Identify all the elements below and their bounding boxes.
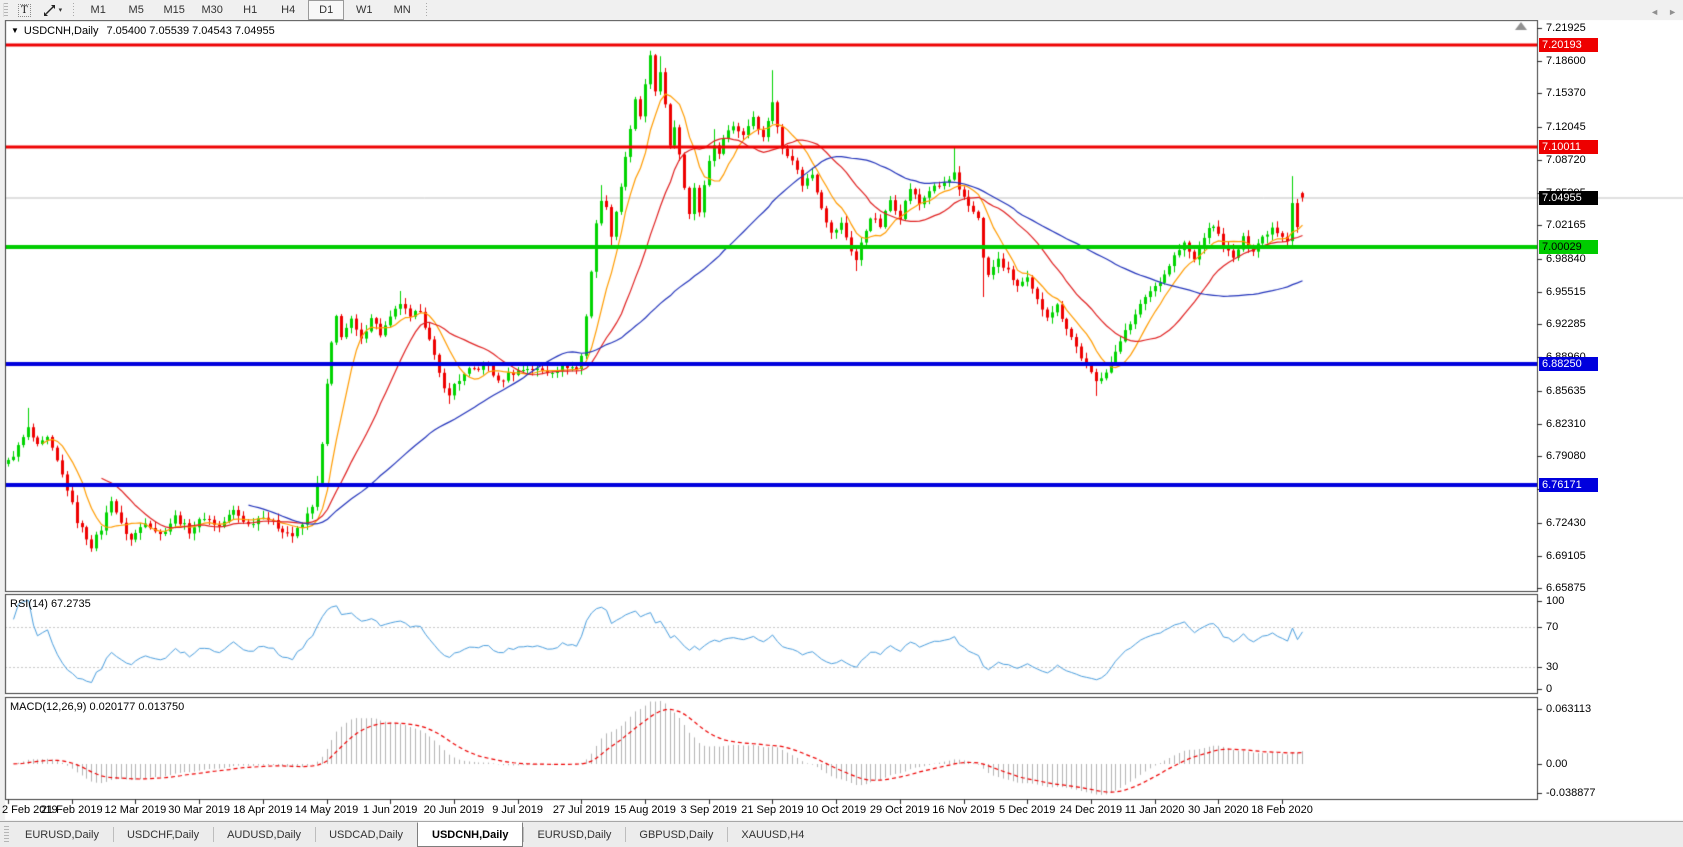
- price-badge-7.00029: 7.00029: [1539, 239, 1598, 254]
- price-badge-7.10011: 7.10011: [1539, 140, 1598, 155]
- tab-audusd-daily[interactable]: AUDUSD,Daily: [213, 822, 315, 847]
- timeframe-button-w1[interactable]: W1: [355, 4, 373, 16]
- date-label: 1 Jun 2019: [362, 804, 418, 816]
- macd-label: MACD(12,26,9) 0.020177 0.013750: [10, 701, 185, 713]
- price-tick-label: 7.21925: [1546, 22, 1586, 34]
- date-label: 15 Aug 2019: [614, 804, 676, 816]
- price-tick-label: 7.15370: [1546, 87, 1586, 100]
- tab-bar-grip: [4, 826, 9, 843]
- price-badge-7.04955: 7.04955: [1539, 190, 1598, 205]
- date-label: 30 Jan 2020: [1188, 804, 1249, 816]
- cursor-tool-button[interactable]: ▾: [37, 0, 69, 20]
- date-label: 3 Sep 2019: [680, 804, 737, 816]
- date-label: 14 May 2019: [294, 804, 359, 816]
- macd-tick-label: -0.038877: [1546, 787, 1596, 799]
- price-badge-6.88250: 6.88250: [1539, 357, 1598, 372]
- date-label: 21 Feb 2019: [40, 804, 103, 816]
- date-label: 11 Jan 2020: [1124, 804, 1185, 816]
- chart-tab-bar: EURUSD,Daily USDCHF,Daily AUDUSD,Daily USDC…: [0, 821, 1683, 847]
- rsi-label: RSI(14) 67.2735: [10, 598, 91, 610]
- chart-menu-arrow-icon[interactable]: ▼: [11, 26, 19, 35]
- price-tick-label: 7.12045: [1546, 120, 1586, 133]
- rsi-tick-label: 100: [1546, 595, 1565, 607]
- toolbar: T ▾ M1 M5 M15 M30 H1 H4 D1 W1 MN: [0, 0, 1683, 20]
- timeframe-button-m5[interactable]: M5: [128, 4, 144, 16]
- date-label: 29 Oct 2019: [869, 804, 930, 816]
- timeframe-button-mn[interactable]: MN: [393, 4, 411, 16]
- price-tick-label: 6.72430: [1546, 516, 1586, 529]
- timeframe-button-m30[interactable]: M30: [201, 4, 223, 16]
- date-label: 16 Nov 2019: [932, 804, 995, 816]
- tab-scroll-left-icon[interactable]: ◄: [1650, 7, 1660, 17]
- text-tool-icon: T: [18, 3, 31, 17]
- timeframe-button-m1[interactable]: M1: [90, 4, 106, 16]
- tab-items: EURUSD,Daily USDCHF,Daily AUDUSD,Daily USDC…: [11, 822, 818, 847]
- rsi-tick-label: 30: [1546, 661, 1559, 673]
- price-tick-label: 6.79080: [1546, 450, 1586, 463]
- rsi-tick-label: 0: [1546, 683, 1553, 695]
- date-label: 12 Mar 2019: [104, 804, 167, 816]
- toolbar-separator: [426, 3, 428, 17]
- date-label: 5 Dec 2019: [999, 804, 1056, 816]
- tab-eurusd-daily[interactable]: EURUSD,Daily: [523, 822, 625, 847]
- rsi-tick-label: 70: [1546, 621, 1559, 633]
- date-label: 20 Jun 2019: [423, 804, 485, 816]
- price-tick-label: 6.65875: [1546, 582, 1586, 594]
- date-label: 18 Apr 2019: [233, 804, 293, 816]
- price-tick-label: 7.02165: [1546, 219, 1586, 232]
- chart-ohlc-values: 7.05400 7.05539 7.04543 7.04955: [106, 25, 275, 37]
- tab-eurusd-daily[interactable]: EURUSD,Daily: [25, 828, 99, 841]
- tab-usdcad-daily[interactable]: USDCAD,Daily: [315, 822, 417, 847]
- macd-tick-label: 0.063113: [1546, 703, 1592, 716]
- price-tick-label: 6.69105: [1546, 549, 1586, 562]
- date-label: 24 Dec 2019: [1059, 804, 1123, 816]
- date-label: 30 Mar 2019: [168, 804, 230, 816]
- price-tick-label: 6.85635: [1546, 384, 1586, 397]
- price-tick-label: 7.08720: [1546, 153, 1586, 166]
- diagonal-arrows-icon: [43, 4, 55, 16]
- text-tool-button[interactable]: T: [12, 0, 37, 20]
- date-label: 2 Feb 2019: [2, 804, 58, 816]
- chart-symbol-title: USDCNH,Daily: [23, 25, 99, 37]
- tab-scroll-right-icon[interactable]: ►: [1668, 7, 1677, 17]
- tab-usdcnh-daily[interactable]: USDCNH,Daily: [417, 822, 524, 847]
- timeframe-group: M1 M5 M15 M30 H1 H4 D1 W1 MN: [79, 0, 421, 20]
- toolbar-grip: [3, 3, 8, 17]
- macd-tick-label: 0.00: [1546, 758, 1568, 770]
- price-tick-label: 6.95515: [1546, 285, 1586, 298]
- tab-gbpusd-daily[interactable]: GBPUSD,Daily: [625, 822, 727, 847]
- date-label: 9 Jul 2019: [492, 804, 543, 816]
- price-tick-label: 6.82310: [1546, 417, 1586, 430]
- timeframe-button-h4[interactable]: H4: [281, 4, 296, 16]
- toolbar-separator: [73, 3, 75, 17]
- price-tick-label: 6.92285: [1546, 318, 1586, 331]
- date-label: 27 Jul 2019: [552, 804, 610, 816]
- chevron-down-icon[interactable]: ▾: [58, 7, 63, 14]
- timeframe-button-d1[interactable]: D1: [308, 0, 345, 20]
- price-badge-7.20193: 7.20193: [1539, 38, 1598, 53]
- price-tick-label: 7.18600: [1546, 55, 1586, 68]
- date-label: 21 Sep 2019: [741, 804, 804, 816]
- price-tick-label: 6.98840: [1546, 252, 1586, 265]
- tab-usdchf-daily[interactable]: USDCHF,Daily: [112, 822, 213, 847]
- date-label: 18 Feb 2020: [1251, 804, 1313, 816]
- timeframe-button-m15[interactable]: M15: [163, 4, 185, 16]
- tab-scroller: ◄ ►: [1650, 7, 1677, 17]
- price-badge-6.76171: 6.76171: [1539, 478, 1598, 493]
- tab-xauusd-h4[interactable]: XAUUSD,H4: [727, 822, 818, 847]
- date-label: 10 Oct 2019: [806, 804, 867, 816]
- chart-title-row: ▼ USDCNH,Daily 7.05400 7.05539 7.04543 7.0…: [11, 25, 275, 37]
- timeframe-button-h1[interactable]: H1: [243, 4, 258, 16]
